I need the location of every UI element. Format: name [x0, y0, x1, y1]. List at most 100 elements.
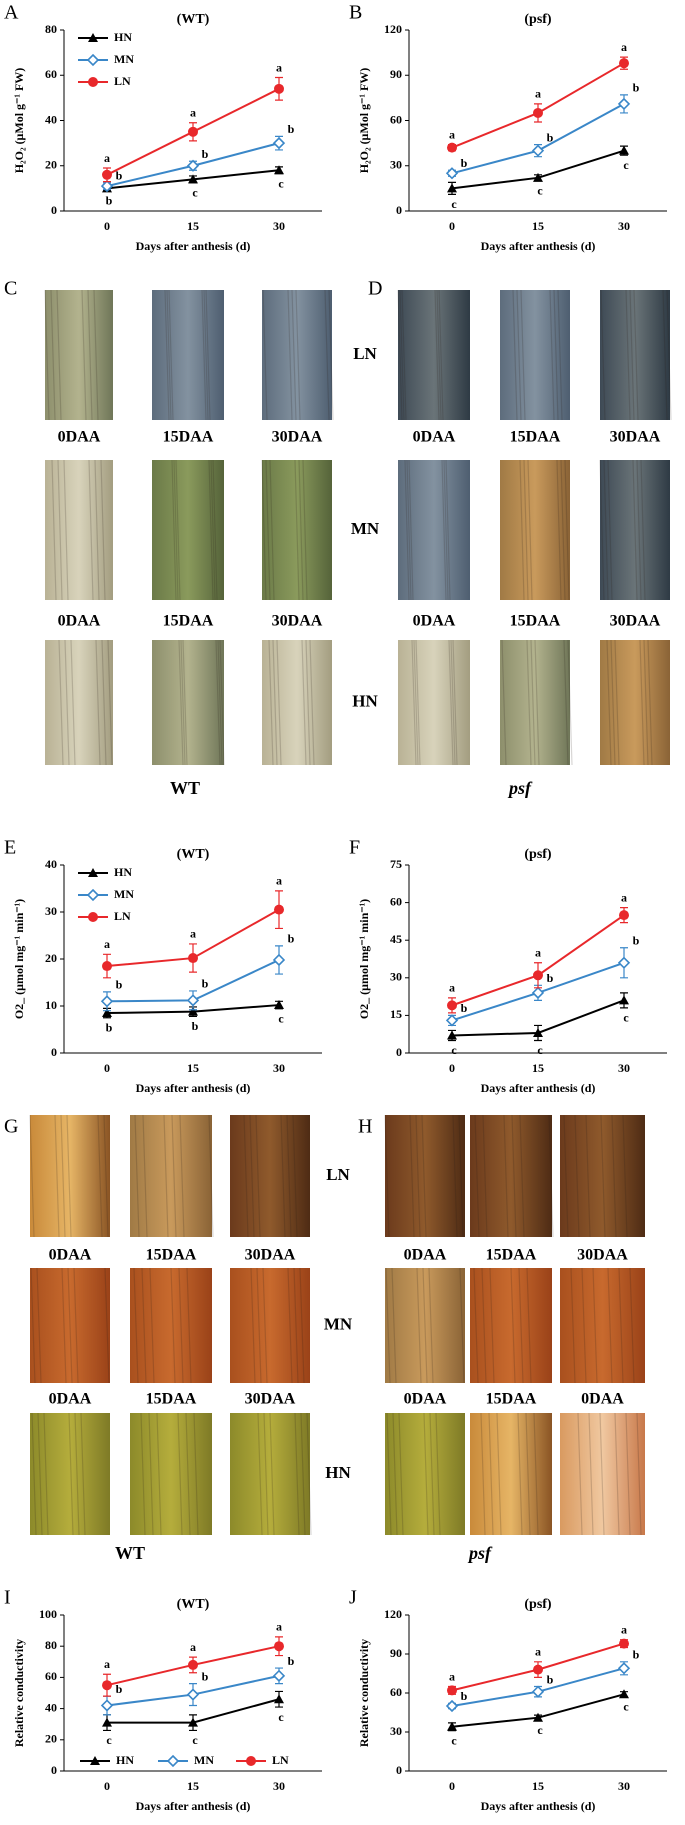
significance-letter: c: [623, 158, 629, 172]
leaf-vein: [324, 289, 330, 421]
significance-letter: c: [451, 1043, 457, 1057]
leaf-vein: [43, 1412, 49, 1536]
leaf-vein: [93, 289, 99, 421]
significance-letter: a: [449, 981, 455, 995]
marker: [246, 1756, 256, 1766]
leaf-photo: [262, 290, 332, 420]
significance-letter: b: [106, 193, 113, 207]
leaf-vein: [30, 1267, 36, 1384]
leaf-vein: [632, 459, 638, 601]
y-axis-label: H₂O₂ (μMol g⁻¹ FW): [357, 68, 371, 174]
marker: [533, 172, 543, 182]
significance-letter: b: [192, 1019, 199, 1033]
leaf-vein: [445, 459, 451, 601]
row-label: MN: [351, 519, 380, 538]
marker: [188, 1659, 198, 1670]
leaf-vein: [193, 1412, 199, 1536]
x-tick-label: 30: [618, 1779, 630, 1793]
chart-title: (psf): [524, 1597, 552, 1612]
photo-caption: 0DAA: [413, 429, 456, 446]
leaf-photo: [45, 460, 113, 600]
y-axis-label: Relative conductivity: [357, 1639, 371, 1747]
leaf-vein: [428, 1267, 434, 1384]
leaf-vein: [291, 289, 297, 421]
photo-caption: 15DAA: [510, 613, 561, 630]
leaf-photo: [500, 290, 570, 420]
leaf-vein: [625, 1412, 631, 1536]
y-tick-label: 120: [384, 22, 402, 36]
leaf-vein: [294, 1412, 300, 1536]
row-label: HN: [325, 1463, 351, 1482]
leaf-vein: [219, 639, 225, 766]
leaf-vein: [534, 639, 540, 766]
y-axis-label: O2_ (μmol mg⁻¹ min⁻¹): [357, 899, 371, 1019]
significance-letter: b: [288, 1654, 295, 1668]
leaf-vein: [516, 289, 522, 421]
leaf-vein: [36, 1267, 42, 1384]
y-tick-label: 75: [390, 857, 402, 871]
marker: [186, 159, 200, 172]
leaf-vein: [262, 289, 268, 421]
leaf-vein: [217, 639, 223, 766]
y-axis-label: H₂O₂ (μMol g⁻¹ FW): [12, 68, 26, 174]
leaf-vein: [607, 459, 613, 601]
leaf-vein: [416, 1267, 422, 1384]
leaf-photo: [560, 1115, 645, 1237]
leaf-vein: [574, 1114, 580, 1238]
marker: [188, 1717, 198, 1727]
leaf-vein: [633, 289, 639, 421]
y-axis-label: O2_ (μmol mg⁻¹ min⁻¹): [12, 899, 26, 1019]
leaf-vein: [386, 1412, 392, 1536]
leaf-vein: [182, 639, 188, 766]
leaf-vein: [452, 639, 458, 766]
significance-letter: c: [623, 1700, 629, 1714]
marker: [619, 145, 629, 155]
marker: [617, 1662, 631, 1675]
leaf-vein: [66, 1114, 72, 1238]
marker: [274, 83, 284, 94]
leaf-vein: [300, 1412, 306, 1536]
significance-letter: b: [202, 147, 209, 161]
leaf-vein: [272, 639, 278, 766]
y-tick-label: 60: [390, 1685, 402, 1699]
x-tick-label: 30: [273, 219, 285, 233]
leaf-vein: [170, 1267, 176, 1384]
leaf-vein: [434, 289, 440, 421]
significance-letter: a: [276, 1620, 282, 1634]
leaf-vein: [585, 1114, 591, 1238]
y-tick-label: 80: [45, 1638, 57, 1652]
leaf-vein: [607, 1267, 613, 1384]
leaf-vein: [268, 639, 274, 766]
leaf-vein: [95, 639, 101, 766]
leaf-vein: [474, 1114, 480, 1238]
leaf-vein: [302, 459, 308, 601]
leaf-vein: [100, 459, 106, 601]
leaf-vein: [520, 289, 526, 421]
leaf-vein: [73, 1267, 79, 1384]
leaf-photo: [230, 1413, 310, 1535]
x-axis-label: Days after anthesis (d): [136, 1081, 251, 1095]
leaf-vein: [592, 1267, 598, 1384]
leaf-vein: [557, 289, 563, 421]
leaf-photo: [600, 290, 670, 420]
marker: [619, 995, 629, 1005]
marker: [88, 33, 98, 42]
marker: [619, 1689, 629, 1699]
leaf-vein: [622, 1114, 628, 1238]
photo-caption: 30DAA: [577, 1247, 628, 1264]
y-tick-label: 60: [390, 112, 402, 126]
leaf-vein: [58, 639, 64, 766]
leaf-vein: [164, 289, 170, 421]
y-axis-label: Relative conductivity: [12, 1639, 26, 1747]
leaf-vein: [413, 639, 419, 766]
marker: [272, 1669, 286, 1682]
leaf-vein: [599, 1412, 605, 1536]
photo-caption: 30DAA: [610, 613, 661, 630]
leaf-photo: [30, 1268, 110, 1383]
leaf-vein: [148, 1412, 154, 1536]
leaf-vein: [448, 639, 454, 766]
significance-letter: b: [202, 977, 209, 991]
significance-letter: b: [461, 1001, 468, 1015]
significance-letter: b: [202, 1669, 209, 1683]
marker: [88, 912, 98, 922]
